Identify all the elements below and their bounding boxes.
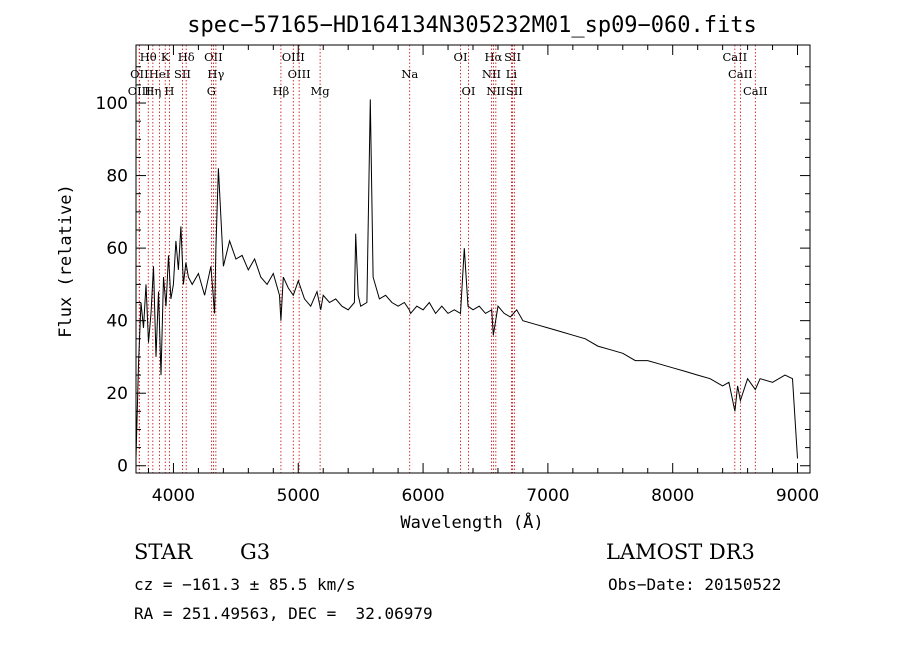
- spectrum-line: [135, 99, 798, 459]
- x-tick-label-2: 6000: [401, 486, 444, 506]
- y-tick-label-1: 20: [106, 384, 128, 404]
- axes-ticks: 4000 5000 6000 7000 8000 9000 0 20 40 60 80 100: [96, 45, 819, 506]
- object-type: STAR: [134, 540, 193, 564]
- line-label-5: OI: [454, 50, 468, 64]
- line-label-10: HeI: [149, 67, 170, 81]
- line-label-14: Na: [401, 67, 418, 81]
- x-tick-label-4: 8000: [651, 486, 694, 506]
- line-label-1: K: [161, 50, 170, 64]
- line-label-0: Hθ: [140, 50, 157, 64]
- line-label-12: Hγ: [207, 67, 224, 81]
- spectrum-layer: [135, 99, 798, 459]
- y-tick-label-3: 60: [106, 239, 128, 259]
- cz-value: cz = −161.3 ± 85.5 km/s: [134, 575, 356, 594]
- y-tick-label-4: 80: [106, 167, 128, 187]
- x-tick-label-0: 4000: [152, 486, 195, 506]
- line-label-6: Hα: [484, 50, 502, 64]
- y-tick-label-2: 40: [106, 312, 128, 332]
- obs-date: Obs−Date: 20150522: [608, 575, 782, 594]
- line-label-11: SII: [174, 67, 191, 81]
- line-label-3: OII: [204, 50, 223, 64]
- line-label-21: G: [207, 84, 216, 98]
- line-label-17: CaII: [728, 67, 753, 81]
- x-tick-label-1: 5000: [277, 486, 320, 506]
- line-label-13: OIII: [288, 67, 311, 81]
- x-tick-label-5: 9000: [776, 486, 819, 506]
- line-label-22: Hβ: [273, 84, 290, 98]
- line-label-26: SII: [506, 84, 523, 98]
- survey-name: LAMOST DR3: [606, 540, 755, 564]
- line-label-4: OIII: [282, 50, 305, 64]
- subclass: G3: [240, 540, 271, 564]
- line-label-15: NII: [482, 67, 501, 81]
- coordinates: RA = 251.49563, DEC = 32.06979: [134, 604, 433, 623]
- line-label-7: SII: [504, 50, 521, 64]
- line-label-27: CaII: [743, 84, 768, 98]
- line-label-20: H: [164, 84, 174, 98]
- y-tick-label-5: 100: [96, 94, 128, 114]
- line-label-2: Hδ: [178, 50, 195, 64]
- line-label-24: OI: [462, 84, 476, 98]
- line-label-25: NII: [486, 84, 505, 98]
- plot-frame: [135, 44, 811, 474]
- y-tick-label-0: 0: [117, 457, 128, 477]
- line-label-8: CaII: [722, 50, 747, 64]
- line-label-19: Hη: [144, 84, 161, 98]
- y-axis-label: Flux (relative): [56, 184, 76, 338]
- chart-title: spec−57165−HD164134N305232M01_sp09−060.f…: [187, 13, 757, 38]
- line-label-23: Mg: [311, 84, 331, 98]
- line-label-18: OIII: [128, 84, 151, 98]
- x-tick-label-3: 7000: [526, 486, 569, 506]
- line-label-16: Li: [506, 67, 518, 81]
- x-axis-label: Wavelength (Å): [400, 511, 543, 533]
